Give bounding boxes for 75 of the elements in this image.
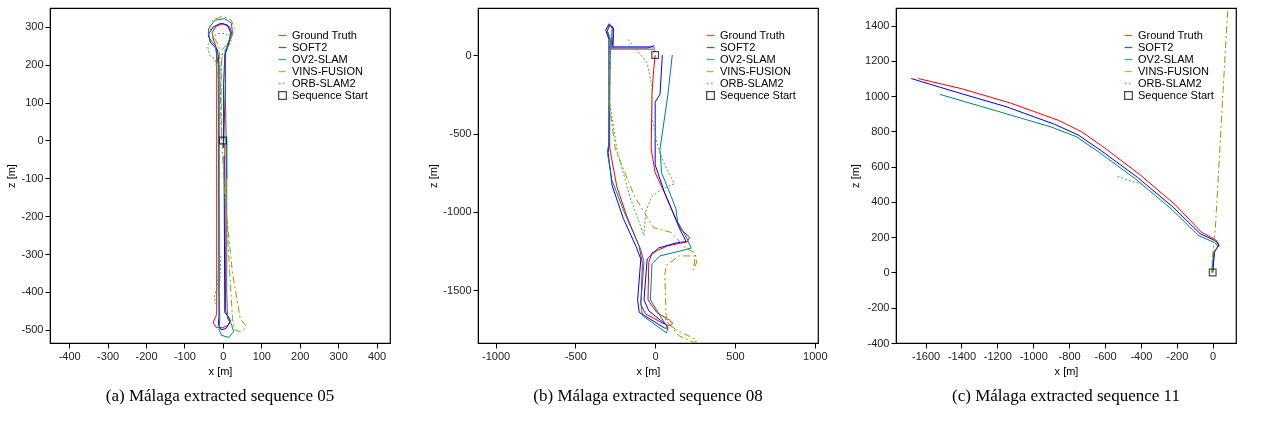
- x-tick-label: -1200: [983, 349, 1012, 362]
- y-tick-label: -300: [21, 247, 44, 260]
- y-tick-label: 0: [883, 265, 890, 278]
- y-axis-title: z [m]: [5, 164, 18, 188]
- y-tick-label: -400: [21, 285, 44, 298]
- y-tick-label: 1000: [865, 89, 890, 102]
- y-tick-label: 300: [25, 20, 44, 33]
- x-tick-label: -300: [97, 349, 120, 362]
- legend-label: OV2-SLAM: [1138, 52, 1194, 65]
- y-tick-label: 800: [871, 124, 890, 137]
- x-tick-label: -1600: [912, 349, 941, 362]
- legend-label: Sequence Start: [292, 88, 368, 101]
- x-tick-label: -200: [135, 349, 158, 362]
- x-axis-title: x [m]: [208, 364, 233, 377]
- legend-label: ORB-SLAM2: [720, 76, 784, 89]
- y-tick-label: -200: [21, 209, 44, 222]
- y-tick-label: 0: [465, 48, 472, 61]
- y-axis-title: z [m]: [849, 164, 862, 188]
- x-tick-label: -1400: [947, 349, 977, 362]
- legend-label: Ground Truth: [720, 28, 785, 41]
- y-tick-label: 1200: [865, 54, 890, 67]
- y-tick-label: 100: [25, 96, 44, 109]
- y-tick-label: 200: [871, 230, 890, 243]
- line-series: [208, 15, 247, 333]
- y-axis-title: z [m]: [427, 164, 440, 188]
- legend-label: SOFT2: [1138, 40, 1174, 53]
- y-tick-label: 400: [871, 195, 890, 208]
- text: (c) Málaga extracted sequence 11: [952, 386, 1180, 405]
- legend-label: OV2-SLAM: [720, 52, 776, 65]
- x-tick-label: 500: [726, 349, 745, 362]
- legend-label: SOFT2: [720, 40, 756, 53]
- line-series: [609, 35, 675, 237]
- legend-label: Sequence Start: [720, 88, 796, 101]
- legend-label: VINS-FUSION: [720, 64, 791, 77]
- x-tick-label: -600: [1094, 349, 1117, 362]
- x-tick-label: 0: [652, 349, 659, 362]
- y-tick-label: -1500: [443, 283, 472, 296]
- x-tick-label: -800: [1058, 349, 1081, 362]
- legend-label: Ground Truth: [292, 28, 357, 41]
- x-tick-label: 0: [220, 349, 227, 362]
- legend-label: SOFT2: [292, 40, 328, 53]
- x-tick-label: 200: [291, 349, 310, 362]
- x-tick-label: -400: [1130, 349, 1153, 362]
- x-tick-label: 0: [1210, 349, 1217, 362]
- x-tick-label: 300: [329, 349, 348, 362]
- text: (b) Málaga extracted sequence 08: [533, 386, 763, 405]
- x-tick-label: 1000: [803, 349, 828, 362]
- y-tick-label: -1000: [443, 205, 472, 218]
- x-tick-label: -400: [58, 349, 81, 362]
- legend-label: Ground Truth: [1138, 28, 1203, 41]
- x-tick-label: -500: [564, 349, 587, 362]
- text: (a) Málaga extracted sequence 05: [105, 386, 335, 405]
- y-tick-label: -400: [867, 336, 890, 349]
- legend-label: ORB-SLAM2: [292, 76, 356, 89]
- legend-label: Sequence Start: [1138, 88, 1214, 101]
- x-tick-label: -200: [1166, 349, 1189, 362]
- y-tick-label: -500: [21, 323, 44, 336]
- x-tick-label: -1000: [1019, 349, 1048, 362]
- legend-label: VINS-FUSION: [1138, 64, 1209, 77]
- y-tick-label: 600: [871, 160, 890, 173]
- legend-label: VINS-FUSION: [292, 64, 363, 77]
- y-tick-label: 200: [25, 58, 44, 71]
- y-tick-label: -500: [449, 127, 472, 140]
- x-axis-title: x [m]: [1054, 364, 1079, 377]
- x-axis-title: x [m]: [636, 364, 661, 377]
- y-tick-label: 1400: [865, 19, 890, 32]
- y-tick-label: -200: [867, 301, 890, 314]
- x-tick-label: -1000: [481, 349, 511, 362]
- legend-label: OV2-SLAM: [292, 52, 348, 65]
- x-tick-label: -100: [173, 349, 196, 362]
- legend-label: ORB-SLAM2: [1138, 76, 1202, 89]
- x-tick-label: 400: [367, 349, 387, 362]
- y-tick-label: -100: [21, 171, 44, 184]
- x-tick-label: 100: [252, 349, 271, 362]
- y-tick-label: 0: [37, 133, 44, 146]
